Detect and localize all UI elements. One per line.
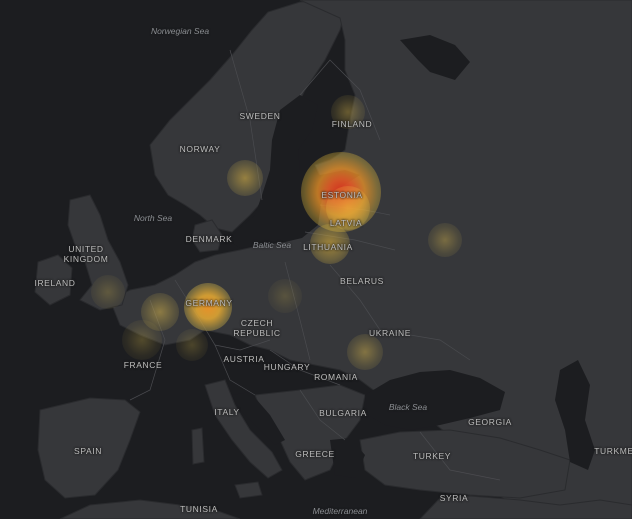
italy-land [204, 379, 283, 479]
country-label-tunisia: TUNISIA [180, 504, 218, 514]
czech-label-text: CZECH REPUBLIC [233, 318, 281, 338]
country-label-norway: NORWAY [179, 144, 221, 154]
north-africa-land [59, 499, 241, 519]
country-label-germany: GERMANY [185, 298, 233, 308]
country-label-czech-republic: CZECH REPUBLIC [233, 318, 280, 338]
great-britain-land [67, 194, 129, 311]
country-label-romania: ROMANIA [314, 372, 358, 382]
country-label-greece: GREECE [295, 449, 335, 459]
country-label-ireland: IRELAND [34, 278, 76, 288]
country-label-latvia: LATVIA [329, 218, 363, 228]
country-label-denmark: DENMARK [185, 234, 233, 244]
country-label-bulgaria: BULGARIA [319, 408, 367, 418]
country-label-italy: ITALY [214, 407, 240, 417]
uk-label-text: UNITED KINGDOM [63, 244, 109, 264]
adriatic-water [232, 392, 285, 445]
country-label-syria: SYRIA [439, 493, 469, 503]
baltic-sea-water [228, 95, 360, 248]
country-label-lithuania: LITHUANIA [303, 242, 353, 252]
ireland-land [34, 254, 73, 306]
sea-label-baltic: Baltic Sea [252, 240, 292, 250]
white-sea-water [400, 35, 470, 80]
country-label-sweden: SWEDEN [239, 111, 281, 121]
country-label-hungary: HUNGARY [263, 362, 311, 372]
country-label-georgia: GEORGIA [468, 417, 512, 427]
country-label-spain: SPAIN [74, 446, 102, 456]
black-sea-water [365, 370, 505, 430]
anatolia-land [359, 429, 571, 499]
denmark-land [191, 219, 223, 253]
scandinavia-land [149, 0, 346, 233]
sea-label-north: North Sea [133, 213, 173, 223]
sea-label-mediterranean: Mediterranean [312, 506, 368, 516]
country-label-belarus: BELARUS [340, 276, 384, 286]
country-label-united-kingdom: UNITED KINGDOM [64, 244, 109, 264]
country-label-ukraine: UKRAINE [369, 328, 411, 338]
caspian-sea-water [555, 360, 595, 470]
sicily-land [234, 481, 263, 499]
sea-label-norwegian: Norwegian Sea [150, 26, 210, 36]
sardinia-land [191, 427, 205, 465]
country-label-turkmen: TURKME [594, 446, 632, 456]
levant-land [419, 495, 632, 519]
sea-label-black: Black Sea [388, 402, 428, 412]
country-label-austria: AUSTRIA [223, 354, 265, 364]
country-label-finland: FINLAND [331, 119, 373, 129]
country-label-turkey: TURKEY [412, 451, 452, 461]
iberia-land [37, 397, 141, 499]
country-label-france: FRANCE [123, 360, 163, 370]
country-label-estonia: ESTONIA [321, 190, 363, 200]
aegean-water [330, 438, 365, 478]
